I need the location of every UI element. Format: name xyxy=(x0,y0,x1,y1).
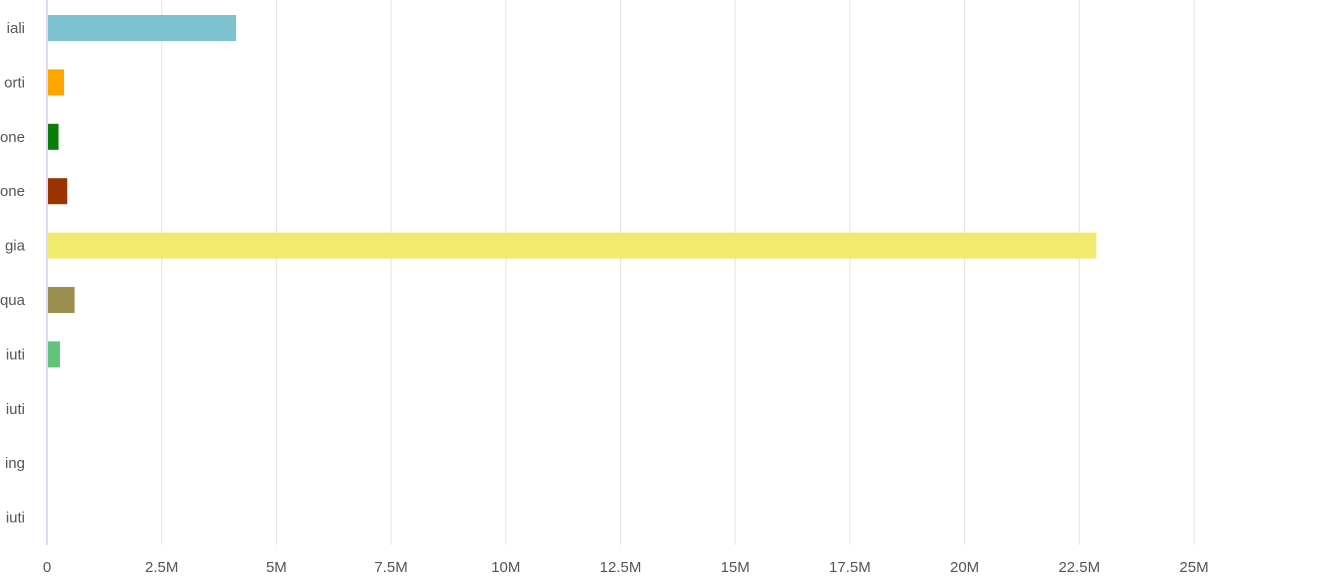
category-label: one xyxy=(0,183,25,200)
category-label: iuti xyxy=(6,510,25,527)
x-tick-labels: 0 2.5M 5M 7.5M 10M 12.5M 15M 17.5M 20M 22.5M 25M xyxy=(43,559,1209,576)
category-label: one xyxy=(0,129,25,146)
bars xyxy=(48,15,1097,368)
category-labels: iali orti one one gia qua iuti iuti ing iuti xyxy=(0,20,26,527)
x-tick-label: 5M xyxy=(266,559,287,576)
x-tick-label: 15M xyxy=(721,559,750,576)
x-tick-label: 12.5M xyxy=(600,559,642,576)
category-label: qua xyxy=(0,292,26,309)
x-tick-label: 25M xyxy=(1179,559,1208,576)
grid-lines xyxy=(161,0,1195,545)
category-label: orti xyxy=(4,74,25,91)
x-tick-label: 0 xyxy=(43,559,51,576)
bar[interactable] xyxy=(48,123,59,150)
category-label: gia xyxy=(5,238,26,255)
category-label: iuti xyxy=(6,346,25,363)
bar[interactable] xyxy=(48,178,68,205)
category-label: ing xyxy=(5,455,25,472)
bar[interactable] xyxy=(48,341,60,368)
bar[interactable] xyxy=(48,232,1097,259)
category-label: iuti xyxy=(6,401,25,418)
bar[interactable] xyxy=(48,287,75,313)
x-tick-label: 7.5M xyxy=(374,559,407,576)
category-label: iali xyxy=(7,20,25,37)
x-tick-label: 10M xyxy=(491,559,520,576)
x-tick-label: 22.5M xyxy=(1058,559,1100,576)
x-tick-label: 17.5M xyxy=(829,559,871,576)
bar[interactable] xyxy=(48,69,65,96)
x-tick-label: 2.5M xyxy=(145,559,178,576)
bar[interactable] xyxy=(48,15,237,41)
x-tick-label: 20M xyxy=(950,559,979,576)
